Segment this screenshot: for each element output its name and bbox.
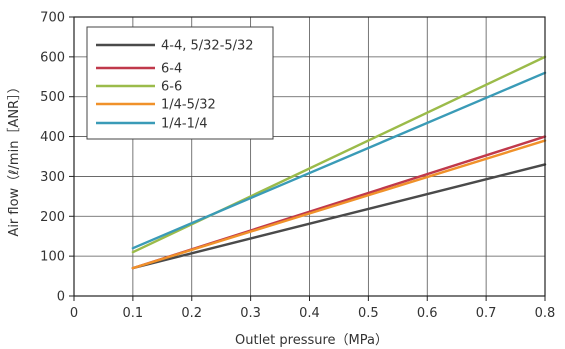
y-tick-labels: 0 100 200 300 400 500 600 700 (40, 11, 65, 305)
legend-label: 1/4-1/4 (161, 117, 208, 132)
x-tick-label: 0.6 (417, 306, 438, 321)
legend-label: 4-4, 5/32-5/32 (161, 39, 254, 54)
x-tick-label: 0.1 (123, 306, 144, 321)
x-tick-label: 0.7 (476, 306, 497, 321)
x-tick-label: 0 (70, 306, 78, 321)
x-tick-label: 0.4 (299, 306, 320, 321)
x-tick-label: 0.5 (358, 306, 379, 321)
legend-label: 1/4-5/32 (161, 98, 216, 113)
y-tick-label: 100 (40, 250, 65, 265)
x-tick-label: 0.2 (181, 306, 202, 321)
y-tick-label: 600 (40, 50, 65, 65)
series-line-5 (131, 71, 547, 250)
x-axis-label: Outlet pressure（MPa） (235, 333, 388, 348)
y-tick-label: 300 (40, 170, 65, 185)
y-tick-label: 700 (40, 11, 65, 26)
series-line-1 (131, 163, 547, 270)
plot-frame (73, 16, 546, 297)
x-tick-label: 0.8 (535, 306, 556, 321)
legend-label: 6-4 (161, 62, 182, 77)
y-axis-label: Air flow（ℓ/min［ANR］） (7, 80, 22, 236)
series-line-4 (131, 139, 547, 270)
y-tick-label: 0 (57, 290, 65, 305)
y-tick-label: 400 (40, 130, 65, 145)
x-tick-label: 0.3 (240, 306, 261, 321)
y-tick-label: 500 (40, 90, 65, 105)
legend-label: 6-6 (161, 80, 182, 95)
series-lines (131, 55, 547, 270)
x-tick-labels: 0 0.1 0.2 0.3 0.4 0.5 0.6 0.7 0.8 (70, 306, 555, 321)
legend: 4-4, 5/32-5/32 6-4 6-6 1/4-5/32 1/4-1/4 (86, 26, 274, 140)
y-tick-label: 200 (40, 210, 65, 225)
